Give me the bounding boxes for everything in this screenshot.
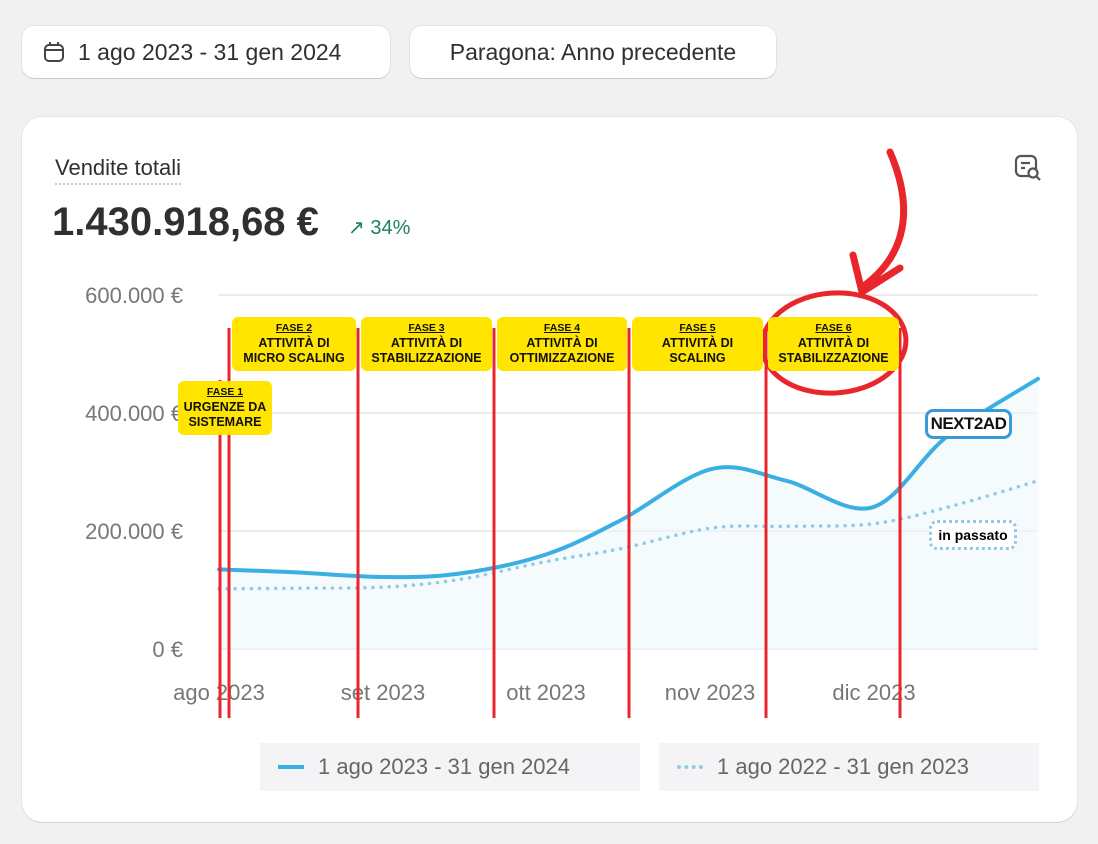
y-tick-label: 600.000 €	[85, 283, 183, 308]
phase-label-5: FASE 5 ATTIVITÀ DI SCALING	[632, 317, 763, 371]
arrow-up-right-icon: ↗	[348, 217, 365, 239]
phase-number: FASE 5	[679, 322, 716, 334]
phase-line: ATTIVITÀ DI	[526, 336, 598, 350]
area-fill	[219, 378, 1038, 649]
change-badge: ↗ 34%	[348, 215, 410, 240]
x-tick-label: nov 2023	[665, 680, 756, 705]
phase-label-6: FASE 6 ATTIVITÀ DI STABILIZZAZIONE	[768, 317, 899, 371]
x-tick-label: dic 2023	[832, 680, 915, 705]
phase-line: URGENZE DA	[183, 400, 267, 414]
y-tick-label: 200.000 €	[85, 519, 183, 544]
legend-label: 1 ago 2023 - 31 gen 2024	[318, 754, 571, 779]
phase-line: OTTIMIZZAZIONE	[509, 351, 615, 365]
phase-line: ATTIVITÀ DI	[797, 336, 870, 350]
legend-label: 1 ago 2022 - 31 gen 2023	[717, 754, 970, 779]
compare-label: Paragona: Anno precedente	[449, 38, 737, 65]
phase-line: MICRO SCALING	[243, 351, 345, 365]
card-title[interactable]: Vendite totali	[55, 155, 181, 185]
date-range-label: 1 ago 2023 - 31 gen 2024	[78, 38, 342, 65]
phase-label-4: FASE 4 ATTIVITÀ DI OTTIMIZZAZIONE	[497, 317, 627, 371]
phase-number: FASE 6	[815, 322, 852, 334]
phase-number: FASE 1	[206, 386, 244, 398]
next2ad-logo: NEXT2AD	[925, 409, 1012, 439]
phase-number: FASE 3	[408, 322, 445, 334]
phase-label-1: FASE 1 URGENZE DA SISTEMARE	[178, 381, 272, 435]
total-sales: 1.430.918,68 €	[52, 200, 319, 244]
phase-label-2: FASE 2 ATTIVITÀ DI MICRO SCALING	[232, 317, 356, 371]
series-line-1	[217, 479, 1040, 591]
phase-line: ATTIVITÀ DI	[258, 336, 330, 350]
past-label: in passato	[929, 520, 1017, 550]
legend-swatch	[677, 765, 703, 769]
phase-label-3: FASE 3 ATTIVITÀ DI STABILIZZAZIONE	[361, 317, 492, 371]
y-tick-label: 0 €	[152, 637, 183, 662]
calendar-icon	[44, 42, 64, 62]
phase-line: SCALING	[669, 351, 726, 365]
y-tick-label: 400.000 €	[85, 401, 183, 426]
phase-number: FASE 2	[275, 322, 313, 334]
legend-item-current[interactable]: 1 ago 2023 - 31 gen 2024	[260, 743, 640, 791]
phase-line: ATTIVITÀ DI	[661, 336, 734, 350]
x-tick-label: ott 2023	[506, 680, 586, 705]
date-range-button[interactable]: 1 ago 2023 - 31 gen 2024	[22, 26, 390, 78]
phase-line: STABILIZZAZIONE	[778, 351, 889, 365]
legend-item-previous[interactable]: 1 ago 2022 - 31 gen 2023	[659, 743, 1039, 791]
phase-line: ATTIVITÀ DI	[390, 336, 463, 350]
phase-line: SISTEMARE	[188, 415, 262, 429]
highlight-arrowhead	[849, 251, 904, 296]
report-search-icon[interactable]	[1013, 153, 1043, 183]
change-value: 34%	[370, 217, 411, 239]
legend-swatch	[278, 765, 304, 769]
compare-button[interactable]: Paragona: Anno precedente	[410, 26, 776, 78]
phase-line: STABILIZZAZIONE	[371, 351, 482, 365]
x-tick-label: set 2023	[341, 680, 425, 705]
highlight-arrow	[861, 148, 908, 289]
phase-number: FASE 4	[543, 322, 581, 334]
